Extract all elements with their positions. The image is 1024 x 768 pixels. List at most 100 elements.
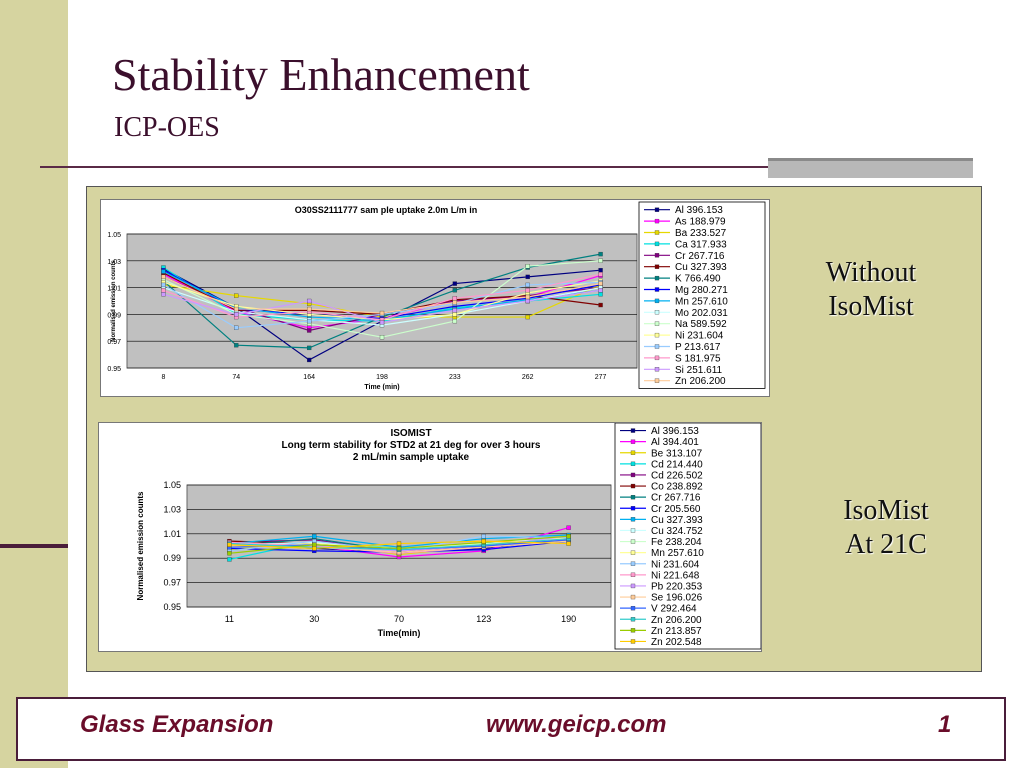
c2-data-point — [396, 546, 402, 551]
c1-data-point — [161, 274, 166, 280]
c2-legend-entry: Pb 220.353 — [651, 581, 703, 592]
c1-x-tick-label: 198 — [376, 374, 388, 381]
c1-data-point — [306, 345, 312, 351]
c1-legend-marker — [654, 332, 660, 338]
c1-legend-marker — [654, 241, 660, 247]
c1-data-point — [379, 320, 385, 325]
footer: Glass Expansion www.geicp.com 1 — [16, 697, 1006, 761]
c1-x-tick-label: 74 — [232, 374, 240, 381]
c2-data-point — [481, 534, 486, 539]
c1-legend-entry: Ca 317.933 — [675, 239, 727, 250]
footer-url[interactable]: www.geicp.com — [486, 711, 667, 738]
c1-legend-entry: Cr 267.716 — [675, 251, 725, 262]
c2-legend-marker — [630, 495, 636, 500]
c2-legend-marker — [630, 594, 636, 600]
c1-data-point — [234, 343, 239, 348]
c1-x-tick-label: 262 — [522, 374, 534, 381]
c2-x-tick-label: 70 — [394, 614, 404, 624]
label-isomist: IsoMist At 21C — [826, 494, 946, 562]
c2-legend-entry: Co 238.892 — [651, 482, 703, 493]
c1-data-point — [379, 310, 385, 316]
c2-x-axis-label: Time(min) — [378, 628, 421, 638]
c2-data-point — [312, 546, 317, 551]
slide-title: Stability Enhancement — [112, 49, 530, 100]
c1-legend-entry: Mg 280.271 — [675, 285, 728, 296]
c2-legend-entry: Fe 238.204 — [651, 537, 702, 548]
c1-legend-entry: Mn 257.610 — [675, 296, 728, 307]
c2-y-tick-label: 0.95 — [163, 602, 181, 612]
c1-x-tick-label: 233 — [449, 374, 461, 381]
c1-legend-marker — [654, 298, 660, 304]
slide-subtitle: ICP-OES — [114, 112, 220, 143]
title-accent-bar — [768, 158, 973, 178]
c1-data-point — [452, 281, 458, 286]
c1-legend-marker — [654, 275, 660, 281]
c1-data-point — [525, 288, 530, 293]
c2-legend-entry: Cr 267.716 — [651, 493, 701, 504]
c1-legend-entry: S 181.975 — [675, 353, 721, 364]
c1-legend-marker — [654, 218, 660, 224]
c1-legend-marker — [654, 344, 660, 349]
c1-data-point — [161, 269, 166, 274]
c2-x-tick-label: 30 — [309, 614, 319, 624]
c1-data-point — [234, 293, 239, 298]
c1-y-tick-label: 1.03 — [107, 259, 121, 266]
c1-data-point — [452, 312, 458, 317]
c1-data-point — [452, 318, 458, 324]
c1-legend-marker — [654, 321, 660, 326]
c2-legend-entry: Mn 257.610 — [651, 548, 704, 559]
c1-x-axis-label: Time (min) — [364, 384, 399, 391]
c2-y-tick-label: 1.03 — [163, 504, 181, 514]
c2-legend-marker — [630, 428, 636, 433]
label-isomist-line2: At 21C — [845, 529, 927, 561]
c1-data-point — [452, 300, 458, 305]
c2-legend-marker — [630, 550, 636, 555]
c2-legend-marker — [630, 483, 636, 489]
c2-title-0: ISOMIST — [390, 428, 431, 439]
c1-legend-marker — [654, 207, 660, 212]
c2-legend-entry: Ni 221.648 — [651, 570, 700, 581]
c2-x-tick-label: 11 — [225, 614, 234, 624]
c1-data-point — [452, 296, 458, 301]
footer-page-number: 1 — [938, 711, 952, 738]
c1-data-point — [598, 272, 603, 277]
c1-legend-marker — [654, 253, 660, 258]
c1-legend-entry: P 213.617 — [675, 342, 721, 353]
c1-data-point — [598, 292, 603, 297]
c1-data-point — [306, 306, 312, 312]
c2-legend-marker — [630, 472, 636, 478]
c2-data-point — [481, 538, 486, 544]
label-isomist-line1: IsoMist — [843, 495, 929, 526]
c1-legend-entry: Al 396.153 — [675, 205, 723, 216]
c1-legend-marker — [654, 230, 660, 235]
c1-data-point — [306, 357, 312, 363]
c2-legend-entry: Zn 202.548 — [651, 637, 702, 648]
c2-data-point — [566, 541, 571, 546]
c1-data-point — [452, 288, 458, 293]
c1-legend-entry: As 188.979 — [675, 217, 726, 228]
c2-legend-marker — [630, 517, 636, 522]
c1-plot-area — [126, 233, 638, 369]
c2-data-point — [227, 551, 232, 556]
c1-data-point — [525, 264, 530, 269]
c1-legend-entry: Ni 231.604 — [675, 331, 724, 342]
c2-legend-entry: Cu 324.752 — [651, 526, 703, 537]
c1-data-point — [234, 306, 239, 312]
c1-legend-marker — [654, 355, 660, 361]
c1-data-point — [525, 282, 530, 288]
c1-legend-entry: Zn 206.200 — [675, 376, 726, 387]
c1-data-point — [525, 298, 530, 304]
c1-data-point — [598, 268, 603, 273]
c1-legend-entry: Si 251.611 — [675, 365, 723, 376]
c1-data-point — [379, 335, 385, 340]
c2-legend-entry: Cd 214.440 — [651, 459, 703, 470]
c2-legend-marker — [630, 461, 636, 466]
c2-legend-marker — [630, 506, 636, 511]
c2-legend-marker — [630, 617, 636, 622]
c2-y-tick-label: 1.01 — [163, 529, 181, 539]
c1-data-point — [525, 274, 530, 280]
title-divider — [40, 166, 970, 168]
c2-legend-marker — [630, 450, 636, 455]
c1-data-point — [234, 312, 239, 317]
